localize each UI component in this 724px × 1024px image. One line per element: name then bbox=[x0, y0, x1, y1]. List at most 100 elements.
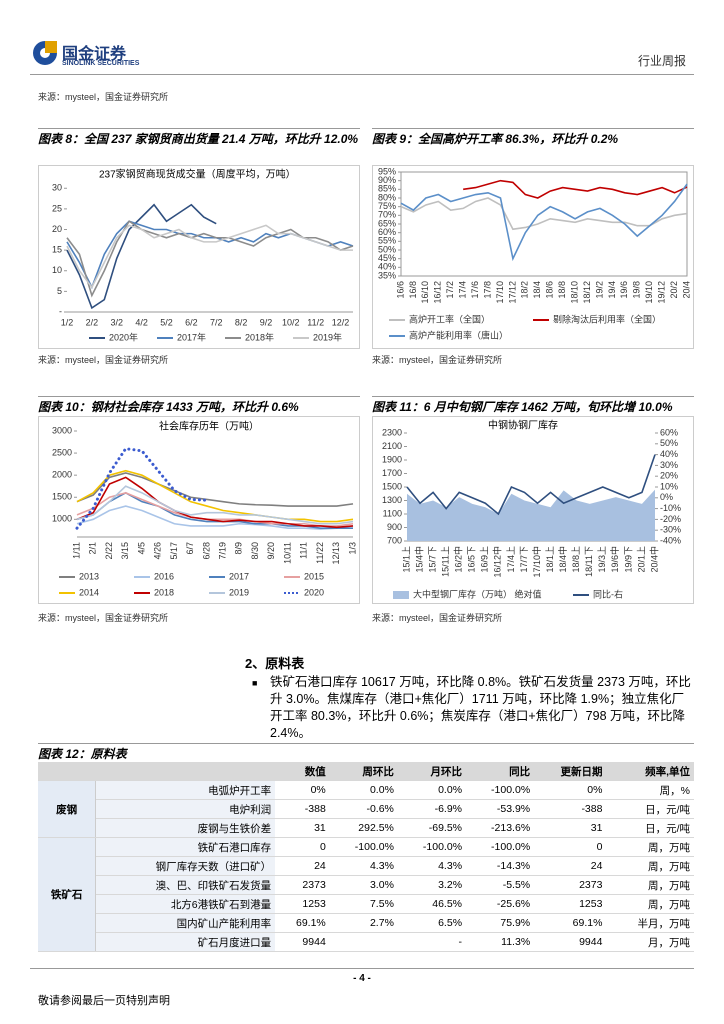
logo-text: 国金证券 bbox=[62, 46, 127, 63]
legend-swatch bbox=[393, 591, 409, 599]
y-tick-label: -10% bbox=[660, 503, 681, 513]
value-cell: 292.5% bbox=[329, 818, 398, 838]
x-tick-label: 15/1上 bbox=[401, 546, 411, 573]
x-tick-label: 12/2 bbox=[332, 317, 350, 327]
y-tick-label: 1700 bbox=[382, 468, 402, 478]
value-cell: 6.5% bbox=[397, 913, 467, 933]
group-cell: 废钢 bbox=[38, 780, 97, 838]
y-tick-label: 1500 bbox=[382, 481, 402, 491]
x-tick-label: 19/12 bbox=[657, 281, 667, 304]
x-tick-label: 19/10 bbox=[644, 281, 654, 304]
value-cell: 75.9% bbox=[466, 913, 535, 933]
x-tick-label: 2/2 bbox=[86, 317, 99, 327]
value-cell: 9944 bbox=[275, 932, 330, 952]
legend-label: 高炉产能利用率（唐山） bbox=[409, 329, 508, 340]
value-cell: -100.0% bbox=[397, 837, 467, 857]
x-tick-label: 17/6 bbox=[470, 281, 480, 299]
table-row: 铁矿石 铁矿石港口库存 0 -100.0% -100.0% -100.0% 0 周，万吨 bbox=[38, 837, 694, 952]
header-row: 数值 周环比 月环比 同比 更新日期 频率,单位 bbox=[38, 762, 694, 781]
value-cell: 31 bbox=[534, 818, 607, 838]
x-tick-label: 18/8 bbox=[557, 281, 567, 299]
label-cell: 钢厂库存天数（进口矿） bbox=[95, 856, 276, 876]
x-tick-label: 5/17 bbox=[169, 542, 179, 560]
legend-label: 2014 bbox=[79, 587, 99, 597]
x-tick-label: 3/15 bbox=[120, 542, 130, 560]
table-row: 北方6港铁矿石到港量 1253 7.5% 46.5% -25.6% 1253 周，万吨 bbox=[38, 894, 694, 914]
area bbox=[407, 489, 655, 541]
x-tick-label: 15/7下 bbox=[427, 546, 437, 573]
table-row: 澳、巴、印铁矿石发货量 2373 3.0% 3.2% -5.5% 2373 周，万吨 bbox=[38, 875, 694, 895]
x-tick-label: 8/30 bbox=[250, 542, 260, 560]
x-tick-label: 11/2 bbox=[307, 317, 324, 327]
x-tick-label: 9/20 bbox=[266, 542, 276, 560]
x-tick-label: 1/2 bbox=[61, 317, 74, 327]
value-cell: -100.0% bbox=[466, 780, 535, 800]
value-cell: -213.6% bbox=[466, 818, 535, 838]
header-cell: 月环比 bbox=[397, 762, 467, 781]
chart-caption: 图表 10：钢材社会库存 1433 万吨，环比升 0.6% bbox=[38, 396, 360, 415]
disclaimer: 敬请参阅最后一页特别声明 bbox=[38, 995, 170, 1007]
y-tick-label: 85% bbox=[378, 184, 396, 194]
x-tick-label: 9/2 bbox=[260, 317, 273, 327]
line bbox=[76, 505, 354, 530]
x-tick-label: 17/12 bbox=[507, 281, 517, 304]
line bbox=[76, 491, 354, 527]
x-tick-label: 3/2 bbox=[110, 317, 123, 327]
value-cell: 2373 bbox=[534, 875, 607, 895]
x-tick-label: 17/7下 bbox=[519, 546, 529, 573]
y-tick-label: 900 bbox=[387, 522, 402, 532]
x-tick-label: 2/1 bbox=[88, 542, 98, 555]
logo-icon bbox=[33, 41, 57, 65]
value-cell: 24 bbox=[534, 856, 607, 876]
value-cell: 9944 bbox=[534, 932, 607, 952]
page-number: - 4 - bbox=[353, 973, 371, 984]
legend-label: 2019年 bbox=[313, 331, 342, 342]
y-tick-label: 2100 bbox=[382, 441, 402, 451]
value-cell: 周，% bbox=[606, 780, 694, 800]
value-cell: 4.3% bbox=[329, 856, 398, 876]
x-tick-label: 17/10 bbox=[495, 281, 505, 304]
x-tick-label: 17/2 bbox=[445, 281, 455, 299]
legend-label: 2019 bbox=[229, 587, 249, 597]
y-tick-label: 1300 bbox=[382, 495, 402, 505]
y-tick-label: 75% bbox=[378, 201, 396, 211]
x-tick-label: 7/2 bbox=[210, 317, 223, 327]
header-cell: 频率,单位 bbox=[606, 762, 694, 781]
group-cell: 铁矿石 bbox=[38, 837, 97, 952]
chart-caption: 图表 8：全国 237 家钢贸商出货量 21.4 万吨，环比升 12.0% bbox=[38, 128, 360, 147]
legend-label: 2018 bbox=[154, 587, 174, 597]
legend-label: 2020 bbox=[304, 587, 324, 597]
report-type: 行业周报 bbox=[637, 54, 686, 68]
value-cell: 周，万吨 bbox=[606, 837, 694, 857]
x-tick-label: 1/3 bbox=[347, 542, 357, 555]
value-cell: 1253 bbox=[275, 894, 330, 914]
x-tick-label: 7/19 bbox=[217, 542, 227, 560]
x-tick-label: 17/4 bbox=[458, 281, 468, 299]
value-cell: -0.6% bbox=[329, 799, 398, 819]
x-tick-label: 15/11上 bbox=[441, 546, 451, 577]
legend-label: 2016 bbox=[154, 571, 174, 581]
x-tick-label: 4/2 bbox=[135, 317, 148, 327]
table-row: 废钢与生铁价差 31 292.5% -69.5% -213.6% 31 日，元/吨 bbox=[38, 818, 694, 838]
chart-caption: 图表 11：6 月中旬钢厂库存 1462 万吨，旬环比增 10.0% bbox=[372, 396, 694, 415]
value-cell: 0 bbox=[534, 837, 607, 857]
chart-title: 237家钢贸商现货成交量（周度平均，万吨） bbox=[99, 168, 296, 181]
line bbox=[66, 203, 217, 310]
x-tick-label: 6/2 bbox=[185, 317, 198, 327]
x-tick-label: 4/5 bbox=[136, 542, 146, 555]
y-tick-label: 95% bbox=[378, 166, 396, 176]
y-tick-label: 90% bbox=[378, 175, 396, 185]
value-cell: -53.9% bbox=[466, 799, 535, 819]
x-tick-label: 19/4 bbox=[607, 281, 617, 299]
footer-rule bbox=[30, 968, 694, 969]
logo-en: SINOLINK SECURITIES bbox=[62, 60, 140, 67]
y-tick-label: 50% bbox=[378, 244, 396, 254]
x-tick-label: 18/6 bbox=[545, 281, 555, 299]
line bbox=[400, 183, 688, 262]
chart-title: 中钢协钢厂库存 bbox=[488, 419, 558, 432]
line bbox=[463, 179, 688, 199]
value-cell: -100.0% bbox=[466, 837, 535, 857]
x-tick-label: 10/11 bbox=[282, 542, 292, 564]
table-row: 钢厂库存天数（进口矿） 24 4.3% 4.3% -14.3% 24 周，万吨 bbox=[38, 856, 694, 876]
y-tick-label: 1900 bbox=[382, 454, 402, 464]
